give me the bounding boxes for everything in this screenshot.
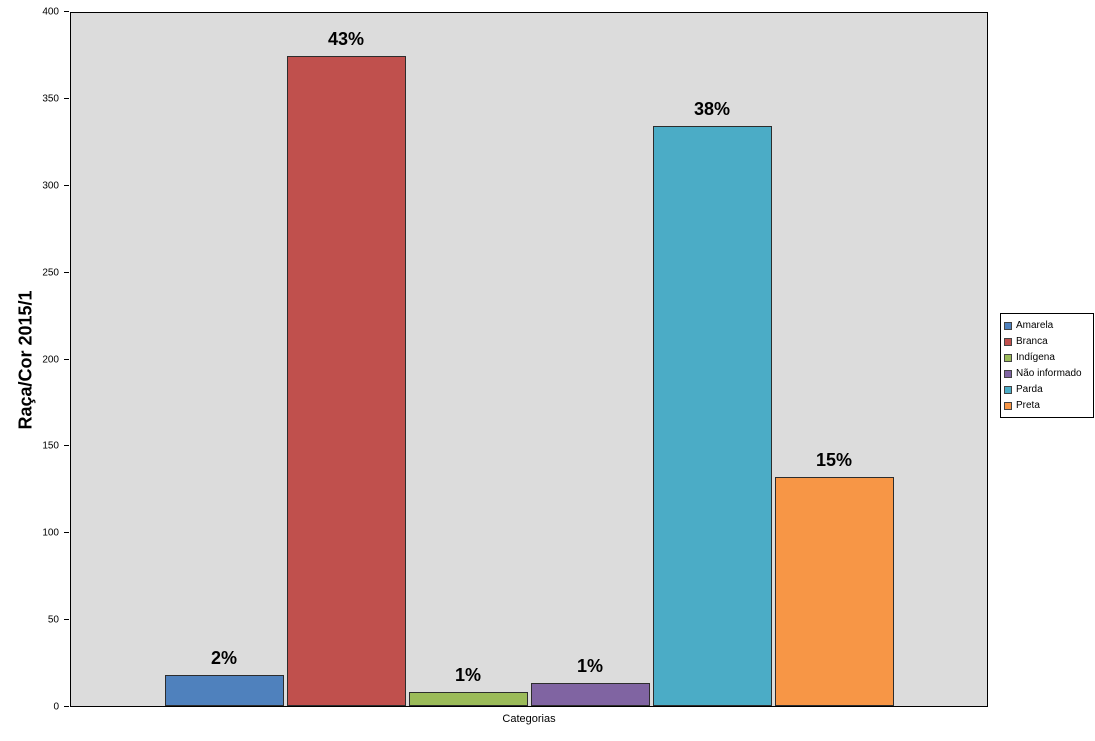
- bar-group-branca: 43%: [286, 13, 406, 706]
- legend-item-preta: Preta: [1004, 400, 1090, 411]
- bar-group-nao-informado: 1%: [530, 13, 650, 706]
- bar-nao-informado: [530, 683, 650, 706]
- legend-label: Amarela: [1016, 320, 1054, 331]
- bar-value-label: 38%: [693, 98, 731, 119]
- bar-branca: [286, 56, 406, 706]
- legend-swatch: [1004, 337, 1012, 346]
- legend-label: Branca: [1016, 336, 1048, 347]
- legend-item-nao-informado: Não informado: [1004, 368, 1090, 379]
- bars-container: 2% 43% 1% 1% 38% 15%: [71, 13, 987, 706]
- legend-label: Parda: [1016, 384, 1043, 395]
- bar-value-label: 1%: [576, 656, 603, 677]
- legend-item-branca: Branca: [1004, 336, 1090, 347]
- bar-indigena: [408, 692, 528, 706]
- x-axis-title: Categorias: [502, 713, 556, 725]
- y-tick-mark: [64, 706, 69, 707]
- bar-parda: [652, 125, 772, 706]
- y-tick-label: 0: [53, 701, 59, 713]
- bar-group-amarela: 2%: [164, 13, 284, 706]
- legend-swatch: [1004, 401, 1012, 410]
- legend-swatch: [1004, 353, 1012, 362]
- legend-swatch: [1004, 385, 1012, 394]
- legend-label: Indígena: [1016, 352, 1055, 363]
- y-tick-mark: [64, 97, 69, 99]
- y-tick-mark: [64, 184, 69, 186]
- y-tick-label: 200: [42, 354, 59, 365]
- y-tick-label: 50: [47, 614, 59, 626]
- legend-item-amarela: Amarela: [1004, 320, 1090, 331]
- legend-swatch: [1004, 321, 1012, 330]
- legend: Amarela Branca Indígena Não informado Parda P…: [1000, 313, 1094, 418]
- legend-label: Preta: [1016, 400, 1040, 411]
- y-axis: 0 50 100 150 200 250 300 350 400: [0, 7, 70, 713]
- y-tick-label: 150: [42, 440, 59, 452]
- y-tick-mark: [64, 11, 69, 12]
- y-tick-mark: [64, 445, 69, 447]
- bar-group-parda: 38%: [652, 13, 772, 706]
- y-tick-label: 250: [42, 267, 59, 279]
- y-tick-mark: [64, 619, 69, 621]
- bar-preta: [774, 477, 894, 706]
- legend-item-parda: Parda: [1004, 384, 1090, 395]
- y-tick-label: 350: [42, 93, 59, 105]
- plot-area: 2% 43% 1% 1% 38% 15%: [70, 12, 988, 707]
- bar-value-label: 1%: [454, 665, 481, 686]
- legend-label: Não informado: [1016, 368, 1082, 379]
- y-tick-label: 400: [42, 6, 59, 18]
- y-tick-mark: [64, 271, 69, 273]
- y-tick-label: 300: [42, 180, 59, 192]
- y-tick-mark: [64, 532, 69, 534]
- bar-amarela: [164, 674, 284, 706]
- legend-item-indigena: Indígena: [1004, 352, 1090, 363]
- bar-group-preta: 15%: [774, 13, 894, 706]
- legend-swatch: [1004, 369, 1012, 378]
- bar-value-label: 15%: [815, 450, 853, 471]
- bar-group-indigena: 1%: [408, 13, 528, 706]
- y-tick-mark: [64, 358, 69, 360]
- y-tick-label: 100: [42, 527, 59, 539]
- bar-value-label: 2%: [210, 647, 237, 668]
- bar-value-label: 43%: [327, 29, 365, 50]
